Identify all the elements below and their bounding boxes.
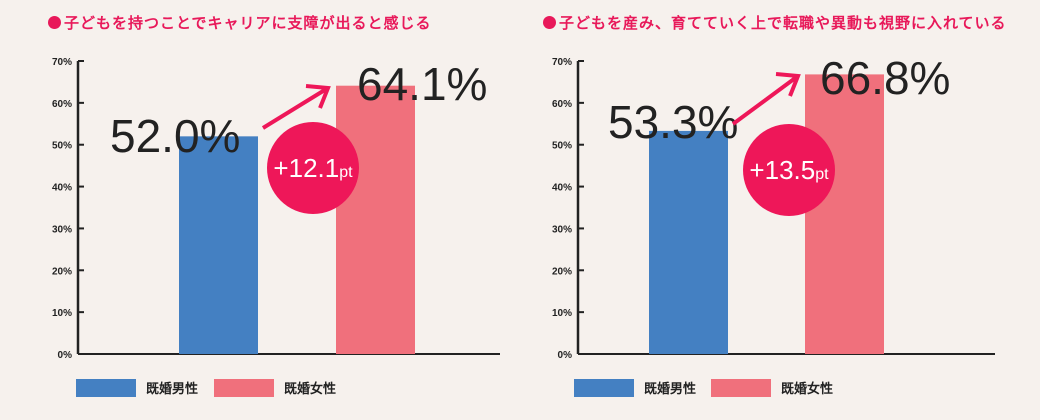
y-tick-label: 30% [52,224,72,235]
title-text: 子どもを持つことでキャリアに支障が出ると感じる [64,14,432,32]
legend-swatch [574,379,634,397]
legend-label: 既婚男性 [644,381,696,397]
chart-title-2: 子どもを産み、育てていく上で転職や異動も視野に入れている [543,12,1007,33]
legend-label: 既婚男性 [146,381,198,397]
y-tick-label: 60% [552,99,572,110]
value-label: 52.0% [110,110,240,162]
y-tick-label: 70% [52,57,72,68]
difference-badge [743,124,835,216]
y-tick-label: 0% [58,350,73,361]
legend-swatch [76,379,136,397]
y-tick-label: 60% [52,99,72,110]
legend-label: 既婚女性 [781,381,833,397]
arrow-icon [261,86,330,130]
value-label: 66.8% [820,52,950,104]
y-tick-label: 50% [552,141,572,152]
y-tick-label: 10% [552,308,572,319]
legend-swatch [711,379,771,397]
bar-male [179,136,258,354]
arrow-head-icon [305,84,331,109]
y-tick-label: 20% [552,266,572,277]
value-label: 53.3% [608,96,738,148]
y-tick-label: 40% [552,183,572,194]
arrow-head-icon [775,72,801,97]
chart-title-1: 子どもを持つことでキャリアに支障が出ると感じる [48,12,432,33]
bullet-icon [543,16,556,29]
difference-badge [267,122,359,214]
y-tick-label: 50% [52,141,72,152]
legend-label: 既婚女性 [284,381,336,397]
bar-female [336,85,415,355]
arrow-icon [731,74,800,126]
y-tick-label: 0% [558,350,573,361]
title-text: 子どもを産み、育てていく上で転職や異動も視野に入れている [559,14,1007,32]
bar-female [805,74,884,354]
y-tick-label: 70% [552,57,572,68]
y-tick-label: 30% [552,224,572,235]
y-tick-label: 20% [52,266,72,277]
bullet-icon [48,16,61,29]
value-label: 64.1% [357,58,487,110]
difference-unit: pt [815,166,829,183]
y-tick-label: 10% [52,308,72,319]
difference-unit: pt [339,164,353,181]
legend-swatch [214,379,274,397]
bar-male [649,130,728,354]
y-tick-label: 40% [52,183,72,194]
